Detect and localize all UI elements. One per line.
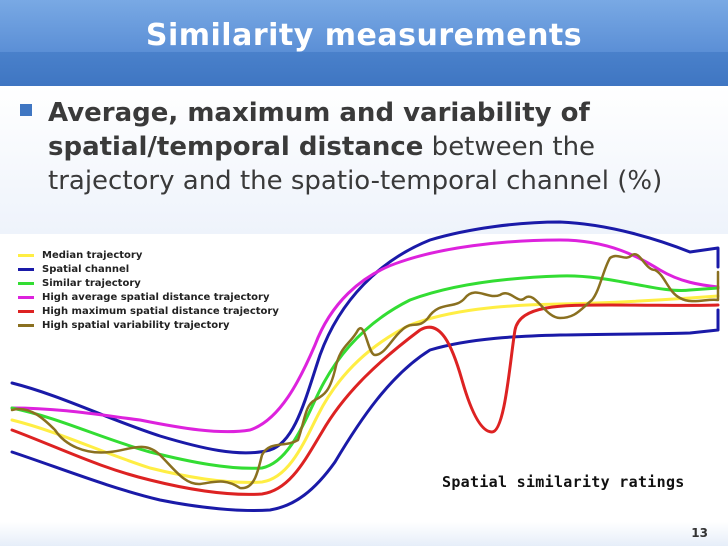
legend-label: High average spatial distance trajectory xyxy=(42,291,270,303)
slide-footer xyxy=(0,522,728,546)
legend-swatch xyxy=(18,323,34,327)
legend-label: High spatial variability trajectory xyxy=(42,319,230,331)
legend-swatch xyxy=(18,267,34,271)
legend-item: Spatial channel xyxy=(18,262,279,276)
chart-title: Spatial similarity ratings xyxy=(442,473,685,491)
legend-swatch xyxy=(18,253,34,257)
legend-swatch xyxy=(18,281,34,285)
legend-item: High average spatial distance trajectory xyxy=(18,290,279,304)
spatial-channel-upper-line xyxy=(10,220,720,455)
median-trajectory-line xyxy=(10,294,720,484)
legend-label: High maximum spatial distance trajectory xyxy=(42,305,279,317)
legend-item: Similar trajectory xyxy=(18,276,279,290)
bullet-marker xyxy=(20,104,32,116)
bullet-bold-text: Average, maximum and variability of spat… xyxy=(48,98,590,162)
high-variability-trajectory-line xyxy=(10,253,720,490)
legend-label: Spatial channel xyxy=(42,263,130,275)
bullet-area xyxy=(0,86,728,234)
high-maximum-trajectory-line xyxy=(10,303,720,496)
similar-trajectory-line xyxy=(10,274,720,470)
bullet-text: Average, maximum and variability of spat… xyxy=(48,96,718,198)
legend-swatch xyxy=(18,295,34,299)
legend-item: High spatial variability trajectory xyxy=(18,318,279,332)
legend-item: High maximum spatial distance trajectory xyxy=(18,304,279,318)
page-number: 13 xyxy=(691,526,708,540)
chart-legend: Median trajectory Spatial channel Simila… xyxy=(18,248,279,332)
legend-label: Similar trajectory xyxy=(42,277,141,289)
legend-swatch xyxy=(18,309,34,313)
spatial-channel-lower-line xyxy=(10,308,720,513)
legend-item: Median trajectory xyxy=(18,248,279,262)
header-band xyxy=(0,0,728,52)
slide-title: Similarity measurements xyxy=(145,18,583,53)
slide-header xyxy=(0,0,728,86)
bullet-plain-text: between the trajectory and the spatio-te… xyxy=(48,132,663,196)
legend-label: Median trajectory xyxy=(42,249,143,261)
